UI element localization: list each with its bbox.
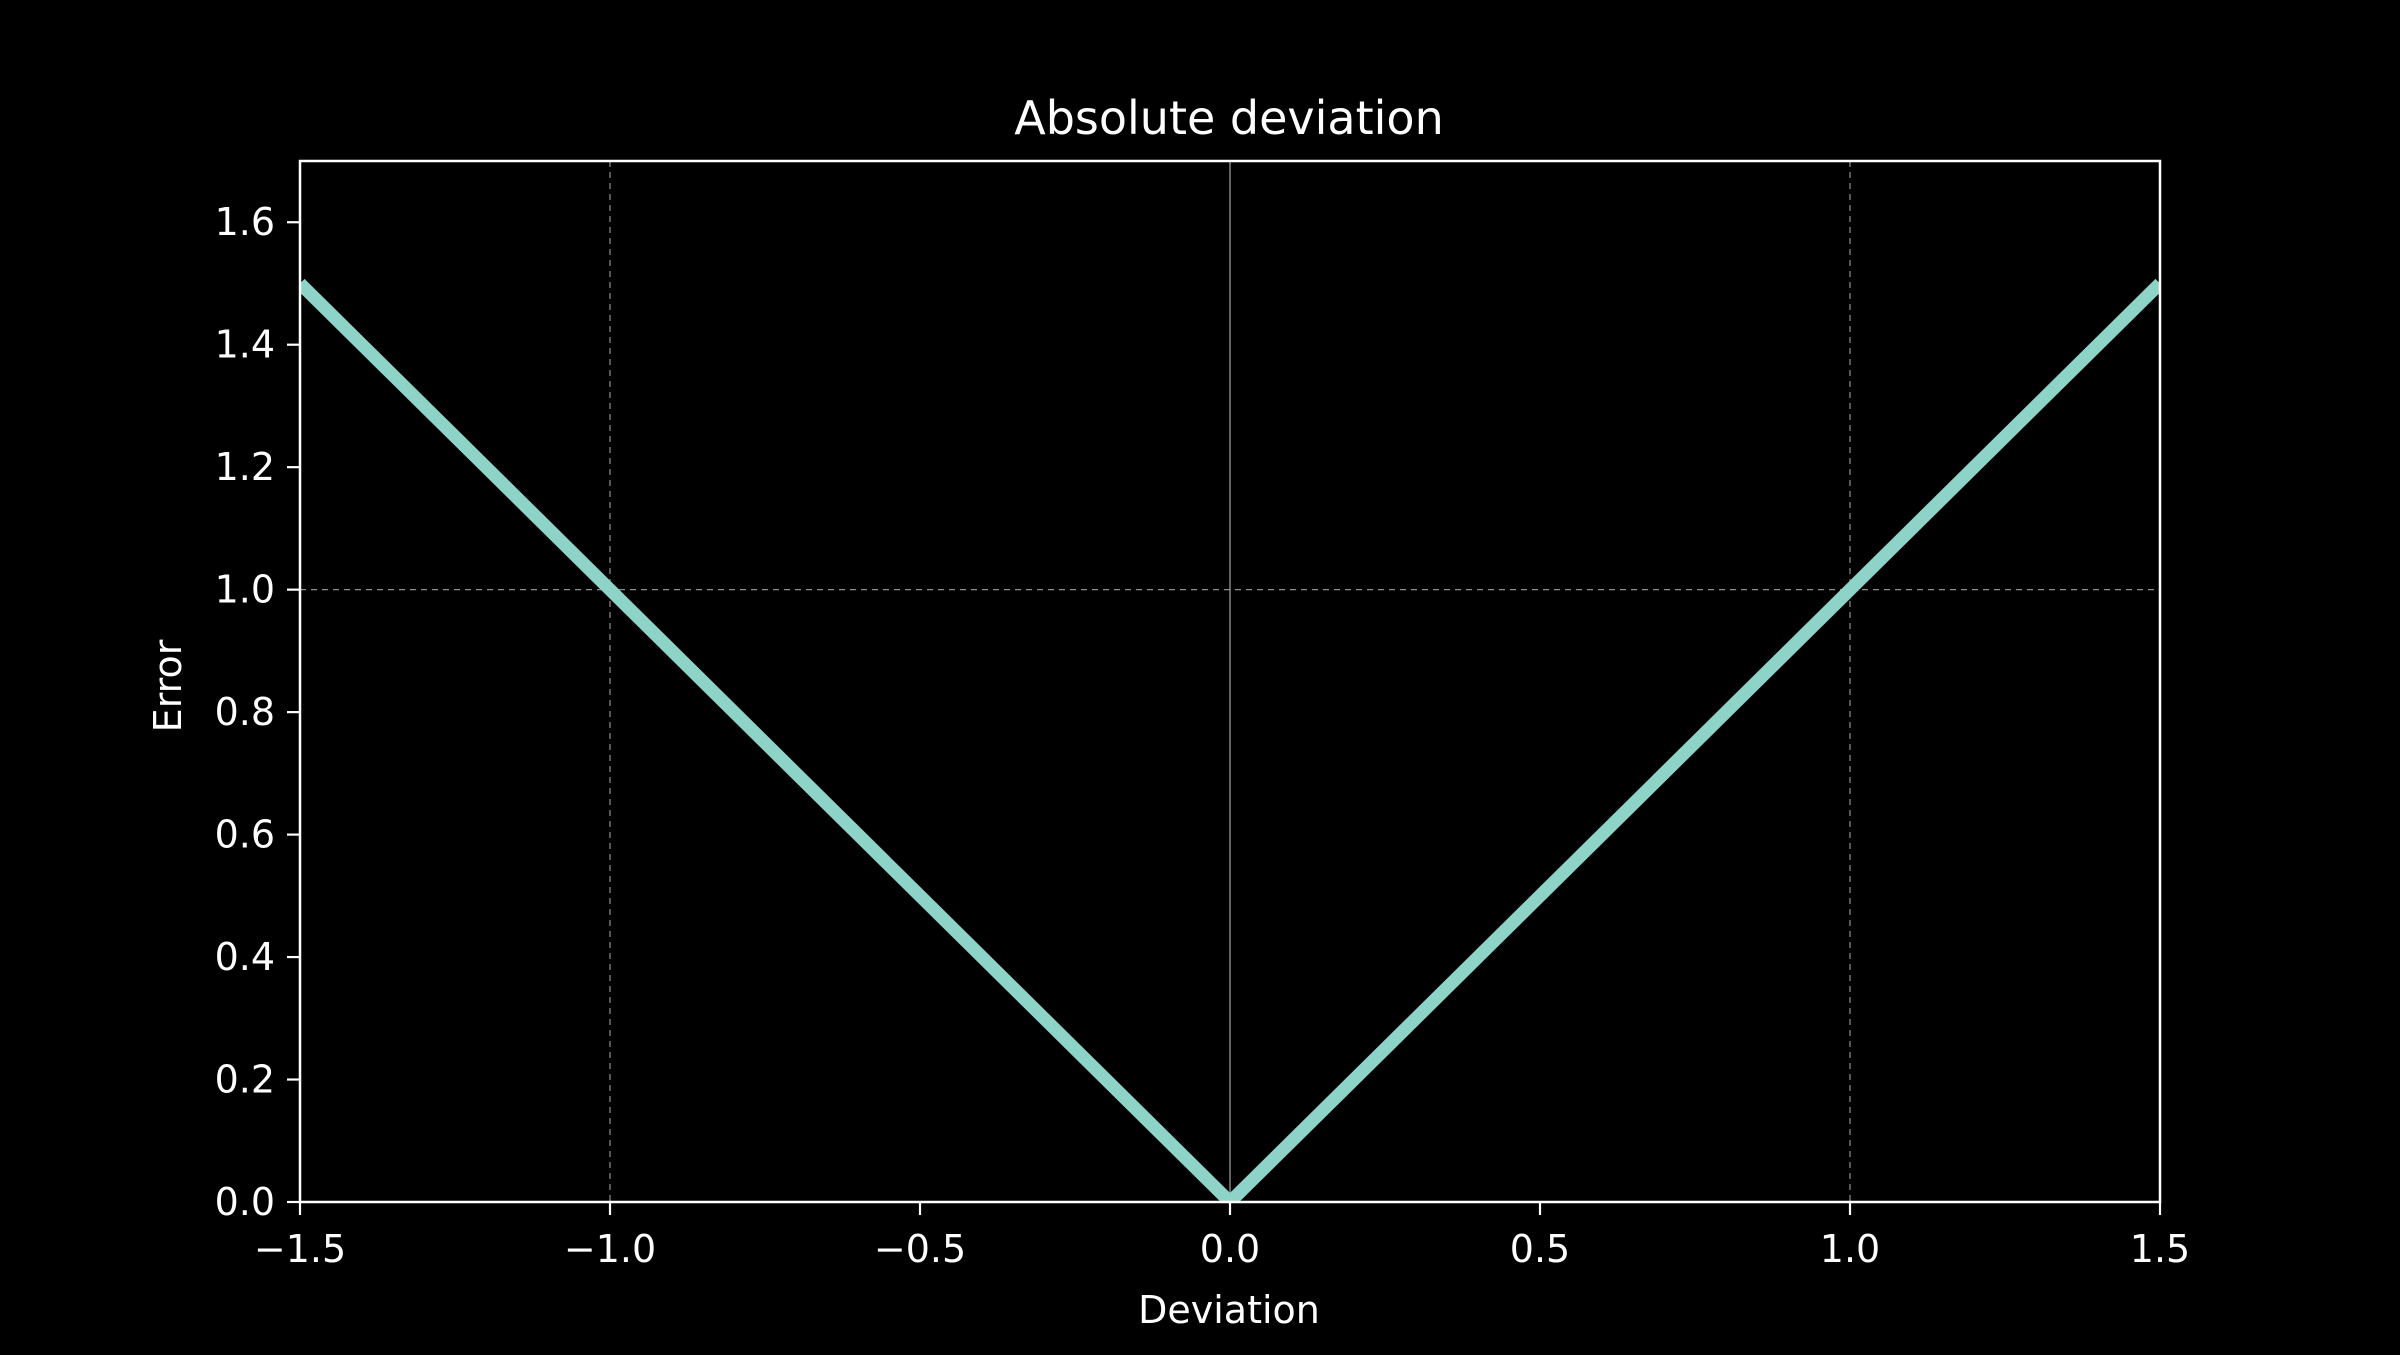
x-tick-label: −0.5 [874,1227,966,1271]
chart-title: Absolute deviation [1014,91,1443,145]
series-line-0 [300,278,2160,1202]
y-tick-label: 1.4 [215,323,275,367]
y-tick-label: 0.0 [215,1180,275,1224]
series-layer [300,278,2160,1202]
x-tick-label: −1.0 [564,1227,656,1271]
y-tick-label: 1.0 [215,568,275,612]
x-tick-label: 0.0 [1200,1227,1260,1271]
ticks-layer: −1.5 −1.0 −0.5 0.0 0.5 1.0 1.5 0.0 0.2 0.4 0.6 0.8 1… [215,200,2191,1271]
y-tick-label: 0.2 [215,1058,275,1102]
y-axis-label: Error [146,639,190,732]
x-tick-label: 0.5 [1510,1227,1570,1271]
y-tick-label: 0.4 [215,935,275,979]
x-axis-label: Deviation [1138,1288,1320,1332]
y-tick-label: 1.2 [215,445,275,489]
y-tick-label: 0.8 [215,690,275,734]
x-tick-label: −1.5 [254,1227,346,1271]
y-tick-label: 1.6 [215,200,275,244]
x-tick-label: 1.5 [2130,1227,2190,1271]
y-tick-label: 0.6 [215,813,275,857]
x-tick-label: 1.0 [1820,1227,1880,1271]
